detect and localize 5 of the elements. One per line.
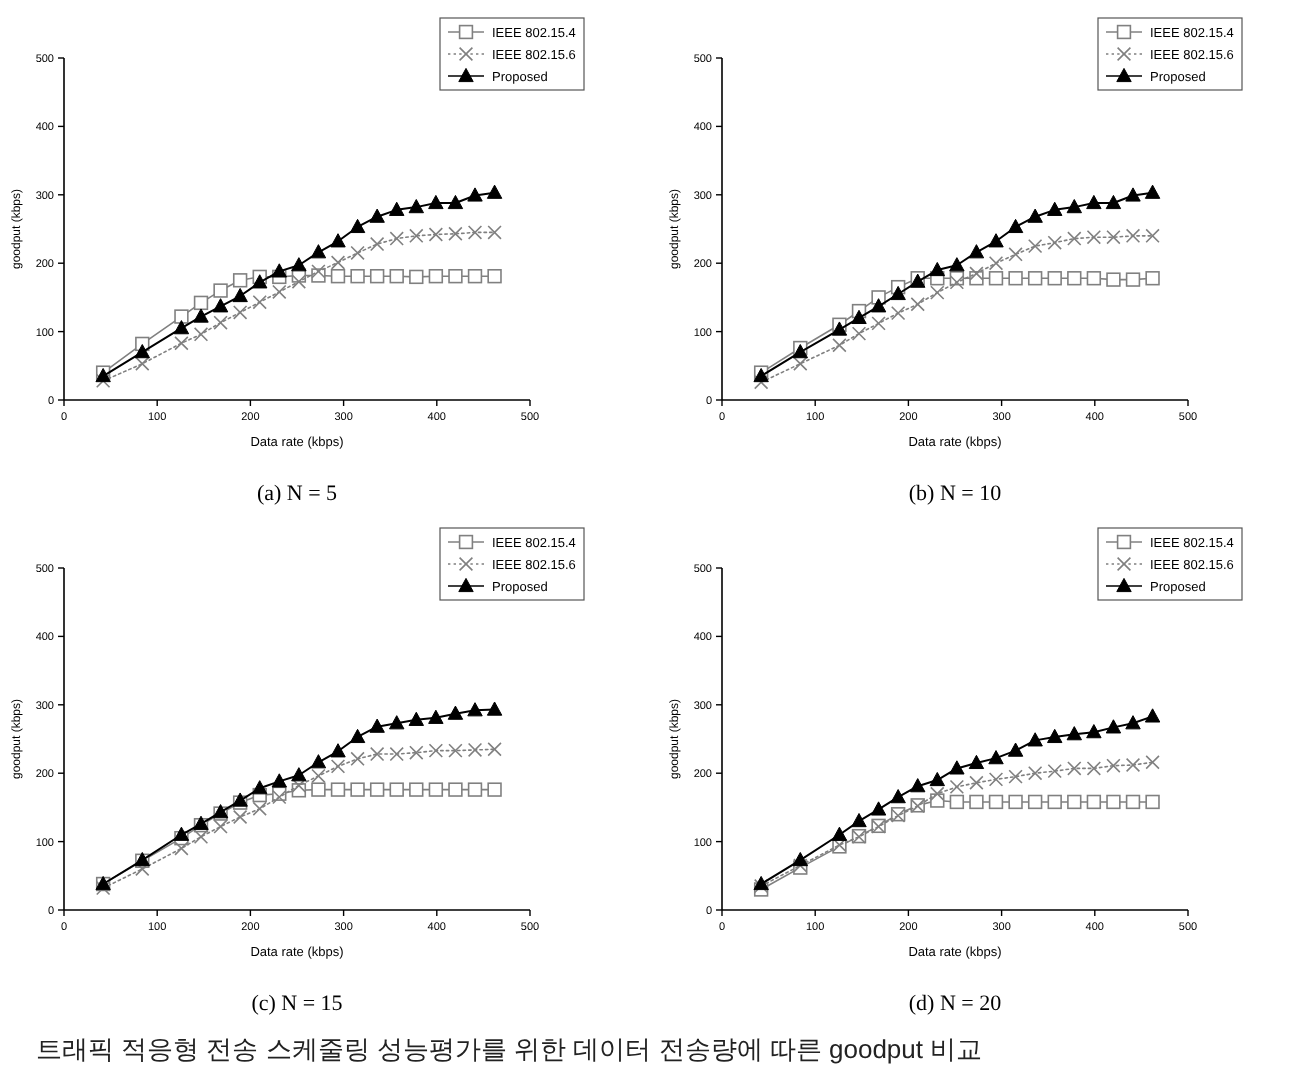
text: (c) N = 15 [251,992,344,1016]
text: (a) N = 5 [256,482,339,506]
text: (b) N = 10 [908,482,1003,506]
text: 트래픽 적응형 전송 스케줄링 성능평가를 위한 데이터 전송량에 따른 goodput 비교 [36,1034,983,1064]
text: (d) N = 20 [908,992,1003,1016]
